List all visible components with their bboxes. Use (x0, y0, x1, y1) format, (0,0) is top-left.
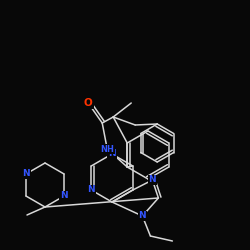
Text: N: N (60, 192, 68, 200)
Text: N: N (138, 212, 146, 220)
Text: N: N (108, 150, 116, 158)
Text: O: O (84, 98, 92, 108)
Text: NH: NH (100, 144, 114, 154)
Text: N: N (88, 186, 95, 194)
Text: N: N (148, 176, 156, 184)
Text: N: N (22, 170, 30, 178)
